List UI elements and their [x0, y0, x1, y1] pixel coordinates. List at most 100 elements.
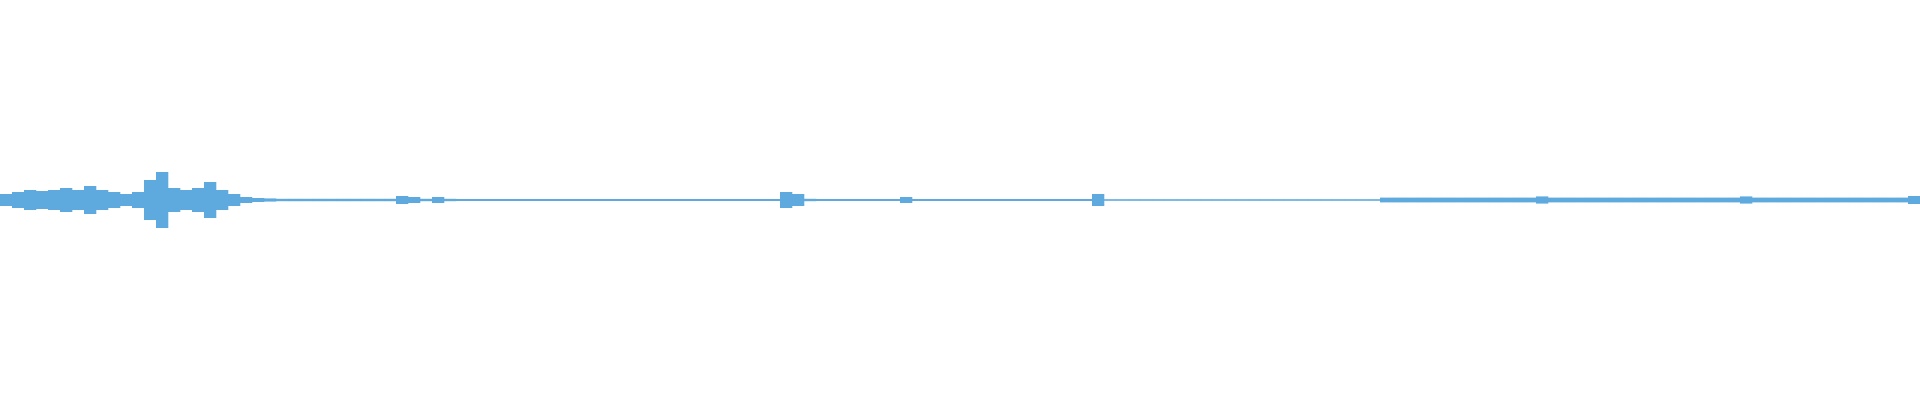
wave-segment [804, 198, 817, 202]
wave-segment [1140, 199, 1153, 201]
wave-segment [408, 197, 421, 203]
wave-segment [360, 198, 373, 202]
wave-segment [708, 199, 721, 201]
wave-segment [1452, 197, 1465, 203]
wave-segment [1728, 197, 1741, 203]
wave-segment [1836, 197, 1849, 203]
wave-segment [1008, 199, 1021, 201]
wave-segment [1848, 197, 1861, 203]
wave-segment [996, 199, 1009, 201]
wave-segment [1128, 199, 1141, 201]
wave-segment [1560, 197, 1573, 203]
wave-segment [492, 199, 505, 201]
wave-segment [1824, 197, 1837, 203]
wave-segment [432, 197, 445, 203]
wave-segment [228, 194, 241, 206]
wave-segment [252, 198, 265, 202]
wave-segment [720, 199, 733, 201]
wave-segment [1704, 197, 1717, 203]
wave-segment [240, 197, 253, 203]
wave-segment [588, 199, 601, 201]
wave-segment [396, 196, 409, 204]
wave-segment [12, 192, 25, 208]
wave-segment [576, 199, 589, 201]
wave-segment [1680, 197, 1693, 203]
wave-segment [540, 199, 553, 201]
wave-segment [1092, 194, 1105, 206]
wave-segment [948, 199, 961, 201]
wave-segment [60, 188, 73, 212]
wave-segment [516, 199, 529, 201]
wave-segment [1392, 197, 1405, 203]
wave-segment [216, 190, 229, 210]
wave-segment [1764, 197, 1777, 203]
wave-segment [1056, 199, 1069, 201]
wave-segment [1788, 197, 1801, 203]
wave-segment [1812, 197, 1825, 203]
wave-segment [1644, 197, 1657, 203]
wave-segment [444, 198, 457, 202]
wave-segment [600, 199, 613, 201]
wave-segment [1896, 197, 1909, 203]
wave-segment [1620, 197, 1633, 203]
wave-segment [528, 199, 541, 201]
wave-segment [636, 199, 649, 201]
wave-segment [1080, 199, 1093, 201]
wave-segment [984, 199, 997, 201]
wave-segment [1032, 199, 1045, 201]
wave-segment [384, 198, 397, 202]
wave-segment [1536, 196, 1549, 204]
wave-segment [1464, 197, 1477, 203]
wave-segment [1116, 199, 1129, 201]
wave-segment [1380, 197, 1393, 203]
wave-segment [1548, 197, 1561, 203]
wave-segment [1200, 199, 1213, 201]
wave-segment [1368, 199, 1381, 201]
wave-segment [1752, 197, 1765, 203]
wave-segment [1512, 197, 1525, 203]
wave-segment [1308, 199, 1321, 201]
wave-segment [144, 180, 157, 220]
wave-segment [1320, 199, 1333, 201]
wave-segment [732, 199, 745, 201]
wave-segment [1044, 199, 1057, 201]
wave-segment [1596, 197, 1609, 203]
wave-segment [1716, 197, 1729, 203]
wave-segment [1416, 197, 1429, 203]
wave-segment [348, 198, 361, 202]
wave-segment [1428, 197, 1441, 203]
wave-segment [1236, 199, 1249, 201]
wave-segment [900, 197, 913, 203]
wave-segment [1272, 199, 1285, 201]
wave-segment [372, 198, 385, 202]
wave-segment [168, 188, 181, 212]
wave-segment [132, 192, 145, 208]
wave-segment [288, 198, 301, 202]
wave-segment [1260, 199, 1273, 201]
wave-segment [936, 199, 949, 201]
wave-segment [324, 198, 337, 202]
wave-segment [612, 199, 625, 201]
wave-segment [480, 199, 493, 201]
wave-segment [756, 199, 769, 201]
wave-segment [0, 194, 13, 206]
wave-segment [456, 199, 469, 201]
wave-segment [1524, 197, 1537, 203]
wave-segment [1164, 199, 1177, 201]
wave-segment [1440, 197, 1453, 203]
wave-segment [1020, 199, 1033, 201]
wave-segment [780, 192, 793, 208]
wave-segment [1296, 199, 1309, 201]
wave-segment [156, 172, 169, 228]
wave-segment [1332, 199, 1345, 201]
wave-segment [648, 199, 661, 201]
wave-segment [1152, 199, 1165, 201]
wave-segment [1656, 197, 1669, 203]
wave-segment [1488, 197, 1501, 203]
wave-segment [1668, 197, 1681, 203]
wave-segment [1632, 197, 1645, 203]
wave-segment [912, 199, 925, 201]
wave-segment [504, 199, 517, 201]
wave-segment [72, 190, 85, 210]
